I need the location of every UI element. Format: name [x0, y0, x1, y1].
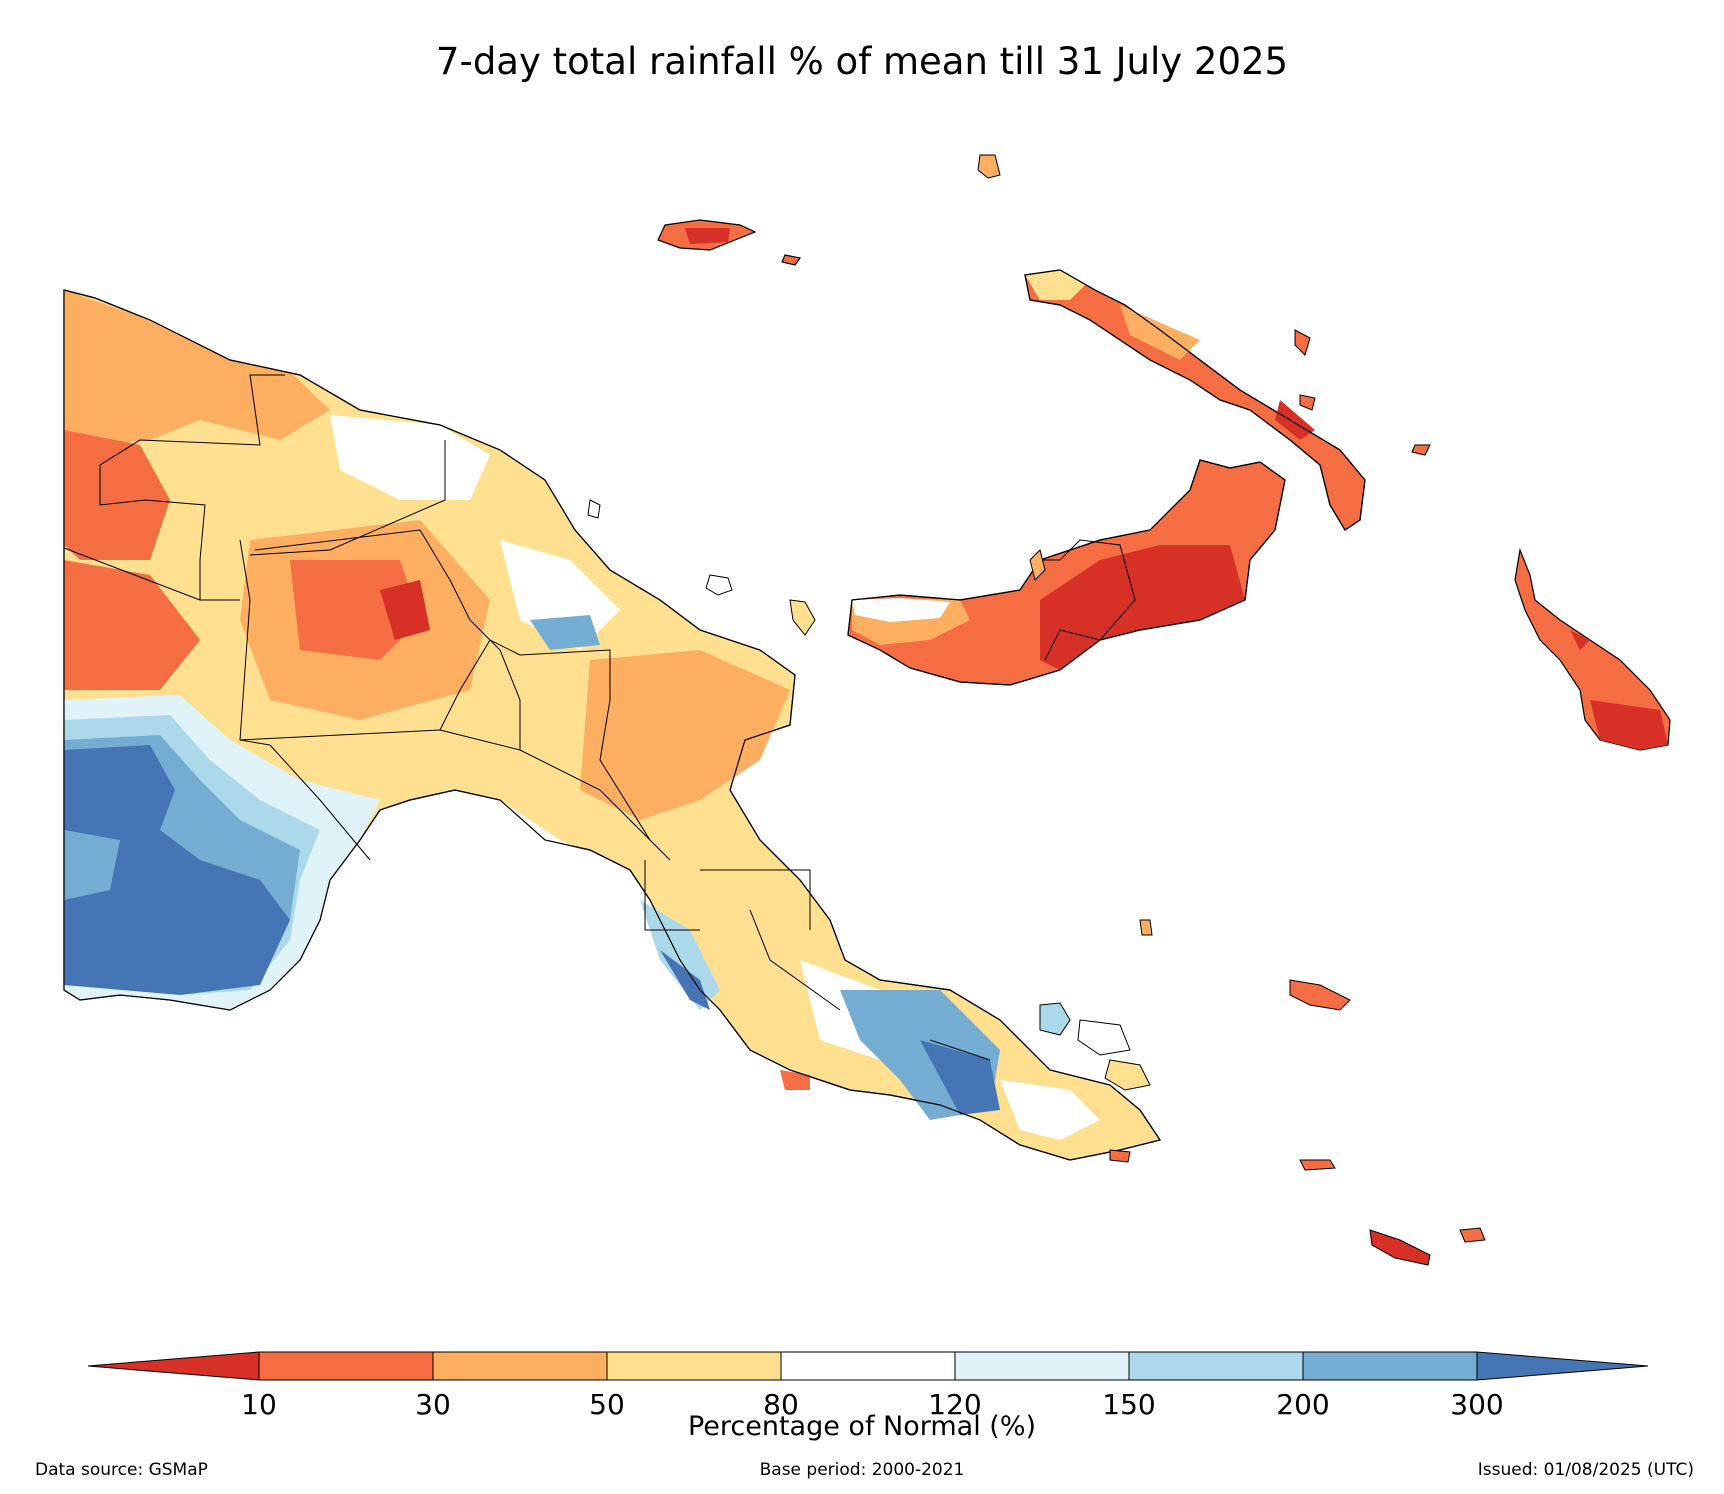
colorbar-swatch: [432, 1351, 608, 1381]
new-britain-white-west: [852, 598, 950, 622]
southeast-islands: [1039, 919, 1486, 1266]
zone-west-orange2: [64, 560, 200, 690]
colorbar-swatch: [780, 1351, 956, 1381]
zone-north-white: [330, 415, 490, 500]
colorbar-tick: 30: [415, 1388, 451, 1421]
zone-highlands-red: [290, 560, 420, 660]
colorbar-swatch: [1128, 1351, 1304, 1381]
base-period: Base period: 2000-2021: [759, 1460, 965, 1480]
colorbar-label: Percentage of Normal (%): [687, 1411, 1037, 1442]
zone-west-red: [64, 430, 170, 560]
colorbar-swatch: [1302, 1351, 1478, 1381]
new-ireland-orange: [1120, 305, 1200, 360]
new-ireland-red: [1275, 400, 1315, 440]
colorbar-swatch: [258, 1351, 434, 1381]
zone-coast-orange: [780, 1070, 810, 1090]
colorbar-tick: 150: [1102, 1388, 1156, 1421]
colorbar-swatch: [954, 1351, 1130, 1381]
zone-peninsula-darkblue: [920, 1040, 1000, 1115]
new-ireland-outline: [1024, 269, 1366, 531]
colorbar-tick: 80: [763, 1388, 799, 1421]
mainland: [63, 289, 1161, 1161]
colorbar: [87, 1351, 1649, 1381]
zone-coast-white: [500, 800, 600, 880]
zone-south-darkblue: [64, 745, 290, 995]
zone-east-orange: [580, 650, 790, 820]
colorbar-tick: 120: [928, 1388, 982, 1421]
colorbar-tick: 10: [241, 1388, 277, 1421]
colorbar-tick: 200: [1276, 1388, 1330, 1421]
new-ireland: [1024, 269, 1366, 531]
new-britain: [847, 459, 1286, 686]
zone-coast-darkblue: [660, 950, 710, 1010]
zone-peninsula-white2: [1000, 1080, 1100, 1140]
colorbar-tick: 50: [589, 1388, 625, 1421]
data-source: Data source: GSMaP: [35, 1460, 208, 1480]
new-britain-boundary: [1040, 539, 1136, 641]
northern-islands: [587, 154, 1431, 636]
zone-highlands-core: [380, 580, 430, 640]
new-ireland-yellow: [1025, 270, 1085, 300]
mainland-outline: [63, 289, 1161, 1161]
zone-madang-blue: [530, 615, 600, 650]
issued-date: Issued: 01/08/2025 (UTC): [1477, 1460, 1694, 1480]
new-britain-boundary2: [1044, 629, 1101, 661]
colorbar-swatch: [606, 1351, 782, 1381]
zone-north-orange: [64, 290, 330, 450]
province-boundaries: [63, 374, 991, 1061]
new-britain-red: [1040, 545, 1245, 670]
colorbar-extend-high: [1476, 1351, 1649, 1381]
bougainville: [1514, 547, 1671, 751]
colorbar-extend-low: [87, 1351, 260, 1381]
map-title: 7-day total rainfall % of mean till 31 J…: [435, 40, 1289, 83]
manus-island: [657, 219, 802, 266]
colorbar-tick: 300: [1450, 1388, 1504, 1421]
